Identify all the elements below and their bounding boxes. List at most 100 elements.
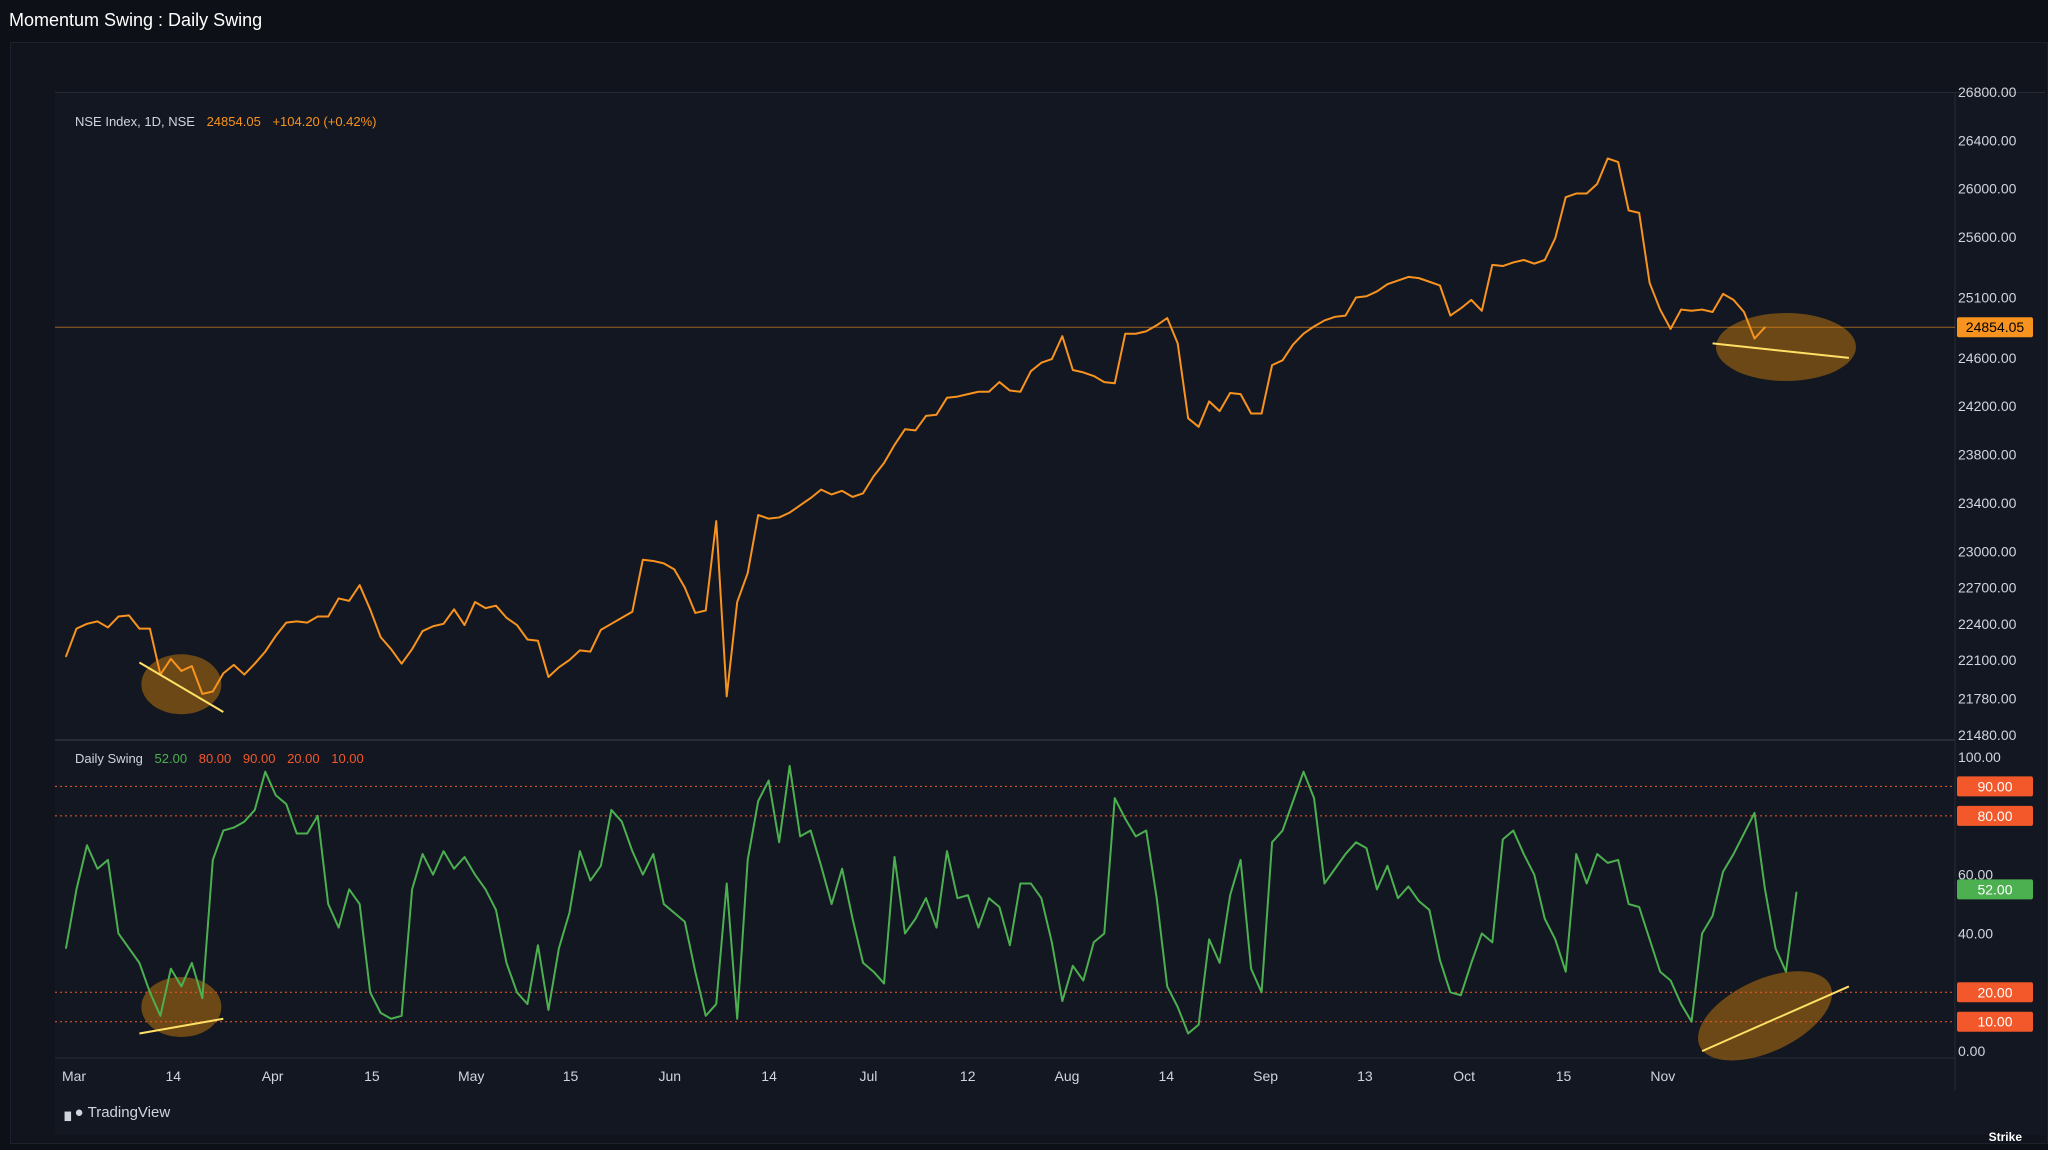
price-point	[358, 584, 361, 586]
price-point	[799, 504, 801, 507]
price-point	[1386, 283, 1389, 285]
osc-point	[274, 794, 277, 797]
price-point	[306, 621, 309, 624]
price-point	[746, 572, 749, 574]
osc-level-badge-20: 20.00	[1977, 984, 2012, 1000]
price-point	[1072, 369, 1074, 371]
price-trendline-march	[138, 661, 224, 713]
price-point	[621, 616, 623, 619]
price-point	[1009, 389, 1011, 392]
price-point	[1617, 161, 1619, 163]
osc-point	[1187, 1032, 1189, 1035]
price-point	[694, 612, 697, 614]
price-point	[988, 390, 990, 393]
price-point	[348, 600, 350, 602]
tradingview-logo[interactable]: ▖● TradingView	[65, 1103, 170, 1122]
price-point	[1564, 196, 1567, 198]
price-point	[1355, 296, 1357, 299]
osc-point	[1302, 770, 1305, 773]
osc-point	[589, 879, 592, 882]
osc-point	[400, 1015, 403, 1017]
corner-brand: Strike	[1988, 1130, 2022, 1144]
osc-point	[233, 826, 235, 829]
osc-point	[872, 970, 875, 973]
price-point	[862, 492, 864, 495]
price-point	[411, 648, 413, 650]
price-point	[516, 624, 518, 626]
price-point	[1051, 358, 1053, 360]
price-point	[474, 601, 476, 603]
price-axis-tick: 22700.00	[1958, 580, 2017, 596]
tradingview-logo-icon: ▖●	[65, 1104, 84, 1121]
osc-point	[1606, 862, 1609, 864]
price-point	[642, 558, 644, 561]
osc-point	[1166, 985, 1169, 988]
price-point	[379, 636, 382, 638]
osc-point	[1260, 991, 1263, 994]
osc-point	[673, 912, 676, 914]
price-highlight-march	[141, 654, 222, 715]
osc-point	[1491, 941, 1494, 944]
osc-point	[1155, 897, 1158, 899]
price-point	[1365, 295, 1368, 298]
price-axis-tick: 26800.00	[1958, 84, 2017, 100]
price-point	[1334, 316, 1336, 318]
price-point	[1019, 390, 1022, 393]
osc-point	[1617, 859, 1619, 861]
price-point	[568, 659, 571, 661]
price-point	[631, 610, 634, 613]
osc-point	[1051, 941, 1053, 944]
osc-trendline-march	[139, 1017, 224, 1035]
price-point	[1554, 237, 1557, 240]
osc-line	[65, 764, 1798, 1035]
price-point	[558, 666, 560, 669]
osc-point	[86, 844, 88, 847]
x-axis-tick: Sep	[1253, 1068, 1278, 1084]
price-axis-tick: 24200.00	[1958, 398, 2017, 414]
osc-point	[1218, 962, 1221, 964]
price-point	[1648, 282, 1651, 284]
price-point	[243, 673, 246, 676]
price-point	[820, 488, 822, 491]
x-axis-tick: Mar	[62, 1068, 86, 1084]
osc-point	[1680, 1003, 1682, 1005]
osc-point	[1753, 812, 1756, 814]
osc-point	[442, 850, 445, 852]
price-point	[1470, 299, 1473, 301]
price-point	[1690, 309, 1693, 312]
chart-area[interactable]	[55, 92, 2045, 1135]
price-point	[1481, 309, 1483, 312]
price-point	[1281, 359, 1284, 362]
osc-point	[243, 820, 246, 823]
osc-point	[495, 909, 497, 911]
osc-point	[149, 991, 151, 994]
osc-point	[946, 850, 948, 852]
osc-point	[1418, 900, 1420, 902]
osc-point	[1103, 932, 1106, 935]
price-point	[704, 609, 707, 612]
osc-point	[788, 765, 791, 767]
price-point	[1543, 259, 1546, 261]
price-point	[1124, 332, 1127, 335]
osc-point	[463, 856, 466, 858]
price-point	[1460, 307, 1462, 310]
osc-point	[1072, 965, 1074, 967]
price-point	[1522, 259, 1525, 261]
osc-point	[600, 865, 602, 867]
price-point	[138, 627, 141, 630]
price-point	[463, 624, 466, 626]
osc-point	[1134, 835, 1137, 838]
price-axis-tick: 23400.00	[1958, 495, 2017, 511]
osc-point	[694, 970, 697, 973]
price-point	[1229, 392, 1231, 394]
price-point	[1061, 335, 1064, 337]
osc-point	[75, 888, 78, 891]
price-line	[65, 157, 1766, 698]
price-point	[1187, 417, 1189, 420]
price-point	[1627, 209, 1630, 212]
price-axis-tick: 25600.00	[1958, 229, 2017, 245]
price-axis-tick: 23000.00	[1958, 543, 2017, 559]
price-point	[1701, 308, 1703, 311]
price-point	[1271, 364, 1273, 366]
